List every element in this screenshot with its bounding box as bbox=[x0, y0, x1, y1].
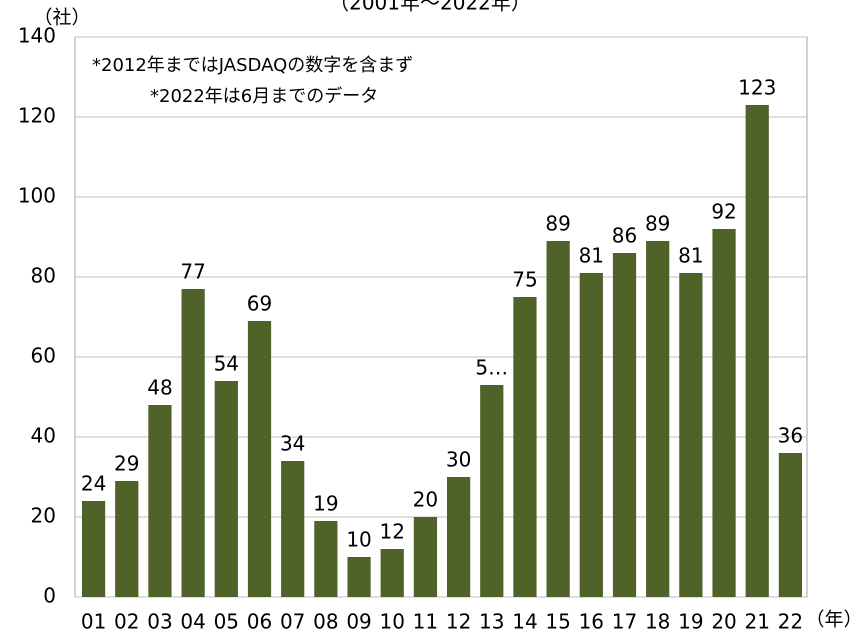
x-tick-label: 20 bbox=[711, 610, 736, 634]
bar bbox=[413, 517, 438, 597]
chart-subtitle: （2001年～2022年） bbox=[329, 0, 531, 15]
x-axis-label: （年） bbox=[805, 609, 858, 631]
value-label: 20 bbox=[413, 488, 438, 512]
y-axis-label: （社） bbox=[33, 7, 90, 29]
value-label: 75 bbox=[512, 268, 537, 292]
x-tick-label: 19 bbox=[678, 610, 703, 634]
x-tick-label: 08 bbox=[313, 610, 338, 634]
x-tick-label: 18 bbox=[645, 610, 670, 634]
x-tick-label: 05 bbox=[214, 610, 239, 634]
y-tick-label: 80 bbox=[31, 264, 56, 288]
x-tick-label: 06 bbox=[247, 610, 272, 634]
bar bbox=[612, 253, 637, 597]
bar bbox=[314, 521, 338, 597]
x-tick-label: 04 bbox=[180, 610, 205, 634]
value-label: 48 bbox=[147, 376, 172, 400]
y-tick-label: 20 bbox=[31, 504, 56, 528]
y-tick-label: 60 bbox=[31, 344, 56, 368]
y-tick-label: 120 bbox=[18, 104, 56, 128]
x-tick-label: 09 bbox=[346, 610, 371, 634]
annotation: *2012年まではJASDAQの数字を含まず bbox=[92, 55, 413, 76]
value-label: 36 bbox=[778, 424, 803, 448]
x-tick-label: 14 bbox=[512, 610, 537, 634]
x-tick-label: 07 bbox=[280, 610, 305, 634]
y-tick-label: 0 bbox=[43, 584, 56, 608]
value-label: 89 bbox=[545, 212, 570, 236]
value-label: 29 bbox=[114, 452, 139, 476]
x-tick-label: 01 bbox=[81, 610, 106, 634]
value-label: 5… bbox=[475, 356, 508, 380]
value-label: 77 bbox=[180, 260, 205, 284]
y-tick-label: 100 bbox=[18, 184, 56, 208]
x-tick-label: 17 bbox=[612, 610, 637, 634]
bar bbox=[81, 501, 106, 597]
bar bbox=[115, 481, 139, 597]
value-label: 92 bbox=[711, 200, 736, 224]
bar bbox=[347, 557, 371, 597]
value-label: 10 bbox=[346, 528, 371, 552]
bar bbox=[579, 273, 603, 597]
bar bbox=[480, 385, 504, 597]
bar bbox=[214, 381, 238, 597]
x-tick-label: 11 bbox=[413, 610, 438, 634]
value-label: 30 bbox=[446, 448, 471, 472]
bar bbox=[446, 477, 471, 597]
annotation: *2022年は6月までのデータ bbox=[150, 86, 378, 107]
x-tick-label: 22 bbox=[778, 610, 803, 634]
bar bbox=[745, 105, 769, 597]
y-tick-label: 140 bbox=[18, 24, 56, 48]
bar bbox=[181, 289, 205, 597]
bar bbox=[148, 405, 172, 597]
x-tick-label: 12 bbox=[446, 610, 471, 634]
bar bbox=[646, 241, 670, 597]
x-tick-label: 03 bbox=[147, 610, 172, 634]
value-label: 123 bbox=[738, 76, 776, 100]
value-label: 81 bbox=[678, 244, 703, 268]
value-label: 34 bbox=[280, 432, 305, 456]
bar bbox=[281, 461, 305, 597]
value-label: 69 bbox=[247, 292, 272, 316]
x-tick-label: 16 bbox=[579, 610, 604, 634]
x-tick-label: 13 bbox=[479, 610, 504, 634]
x-tick-label: 10 bbox=[380, 610, 405, 634]
value-label: 19 bbox=[313, 492, 338, 516]
x-tick-label: 15 bbox=[545, 610, 570, 634]
bar bbox=[778, 453, 803, 597]
bar bbox=[712, 229, 736, 597]
x-tick-label: 02 bbox=[114, 610, 139, 634]
bar bbox=[247, 321, 272, 597]
bar bbox=[679, 273, 703, 597]
value-label: 54 bbox=[214, 352, 239, 376]
value-label: 89 bbox=[645, 212, 670, 236]
bar bbox=[380, 549, 404, 597]
value-label: 24 bbox=[81, 472, 106, 496]
bar bbox=[513, 297, 537, 597]
value-label: 81 bbox=[579, 244, 604, 268]
bar bbox=[546, 241, 570, 597]
x-tick-label: 21 bbox=[745, 610, 770, 634]
value-label: 12 bbox=[380, 520, 405, 544]
y-tick-label: 40 bbox=[31, 424, 56, 448]
value-label: 86 bbox=[612, 224, 637, 248]
